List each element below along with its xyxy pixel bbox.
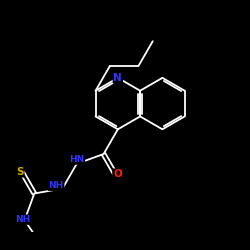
Text: HN: HN — [69, 155, 84, 164]
Text: NH: NH — [15, 215, 30, 224]
Text: N: N — [114, 73, 122, 83]
Text: S: S — [16, 167, 24, 177]
Text: O: O — [113, 169, 122, 179]
Text: NH: NH — [48, 181, 64, 190]
